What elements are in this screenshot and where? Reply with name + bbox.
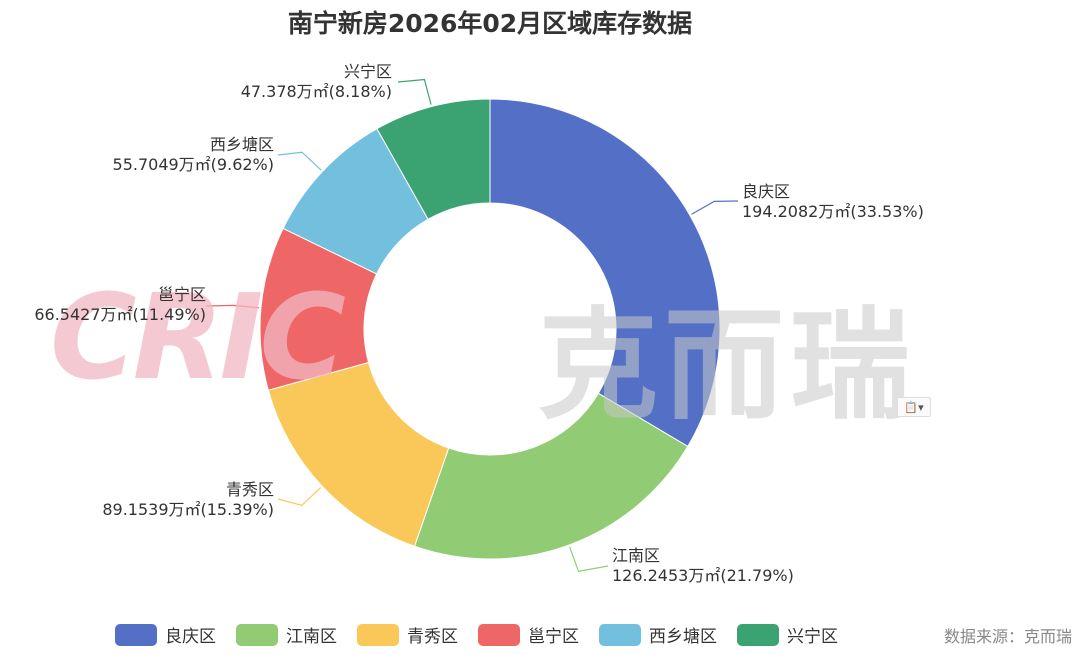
legend-item-xixiangtang[interactable]: 西乡塘区 [599,622,717,647]
legend-swatch [357,623,399,646]
legend-item-xingning[interactable]: 兴宁区 [737,622,838,647]
legend-label: 良庆区 [165,627,216,647]
legend-swatch [737,623,779,646]
chart-legend: 良庆区 江南区 青秀区 邕宁区 西乡塘区 兴宁区 [115,622,858,647]
slice-label-value: 194.2082万㎡(33.53%) [742,202,924,221]
slice-label-xixiangtang: 西乡塘区 55.7049万㎡(9.62%) [113,135,274,175]
slice-label-name: 兴宁区 [343,62,392,81]
leader-line-2 [277,487,322,507]
slice-label-name: 邕宁区 [157,285,206,304]
legend-label: 江南区 [286,627,337,647]
legend-swatch [599,623,641,646]
slice-label-name: 西乡塘区 [209,135,274,154]
slice-label-qingxiu: 青秀区 89.1539万㎡(15.39%) [102,480,274,520]
legend-label: 邕宁区 [528,627,579,647]
donut-slice-0[interactable] [489,98,721,448]
slice-label-name: 江南区 [612,546,661,565]
donut-slice-2[interactable] [267,361,450,547]
leader-line-1 [569,546,609,573]
legend-label: 兴宁区 [787,627,838,647]
leader-line-3 [205,304,260,309]
legend-label: 西乡塘区 [649,627,717,647]
chart-title: 南宁新房2026年02月区域库存数据 [287,9,693,38]
donut-slice-5[interactable] [376,98,491,220]
legend-label: 青秀区 [407,627,458,647]
slice-label-jiangnan: 江南区 126.2453万㎡(21.79%) [612,546,794,586]
slice-label-name: 青秀区 [225,480,274,499]
data-source-note: 数据来源：克而瑞 [943,627,1072,646]
leader-line-4 [277,151,322,171]
legend-swatch [236,623,278,646]
slice-label-name: 良庆区 [742,182,791,201]
slice-label-yongning: 邕宁区 66.5427万㎡(11.49%) [34,285,206,325]
legend-item-qingxiu[interactable]: 青秀区 [357,622,458,647]
label-leader-lines [205,78,739,573]
legend-swatch [478,623,520,646]
slice-label-xingning: 兴宁区 47.378万㎡(8.18%) [241,62,392,102]
legend-swatch [115,623,157,646]
slice-label-value: 55.7049万㎡(9.62%) [112,155,274,174]
slice-label-value: 47.378万㎡(8.18%) [240,82,392,101]
slice-label-value: 66.5427万㎡(11.49%) [34,305,206,324]
donut-slices [259,98,721,560]
slice-label-value: 126.2453万㎡(21.79%) [612,566,794,585]
donut-slice-1[interactable] [413,392,689,560]
legend-item-yongning[interactable]: 邕宁区 [478,622,579,647]
leader-line-0 [691,200,739,215]
slice-label-value: 89.1539万㎡(15.39%) [102,500,274,519]
legend-item-jiangnan[interactable]: 江南区 [236,622,337,647]
paste-options-icon[interactable]: 📋▾ [897,397,931,417]
slice-label-liangqing: 良庆区 194.2082万㎡(33.53%) [742,182,924,222]
legend-item-liangqing[interactable]: 良庆区 [115,622,216,647]
leader-line-5 [397,78,432,105]
